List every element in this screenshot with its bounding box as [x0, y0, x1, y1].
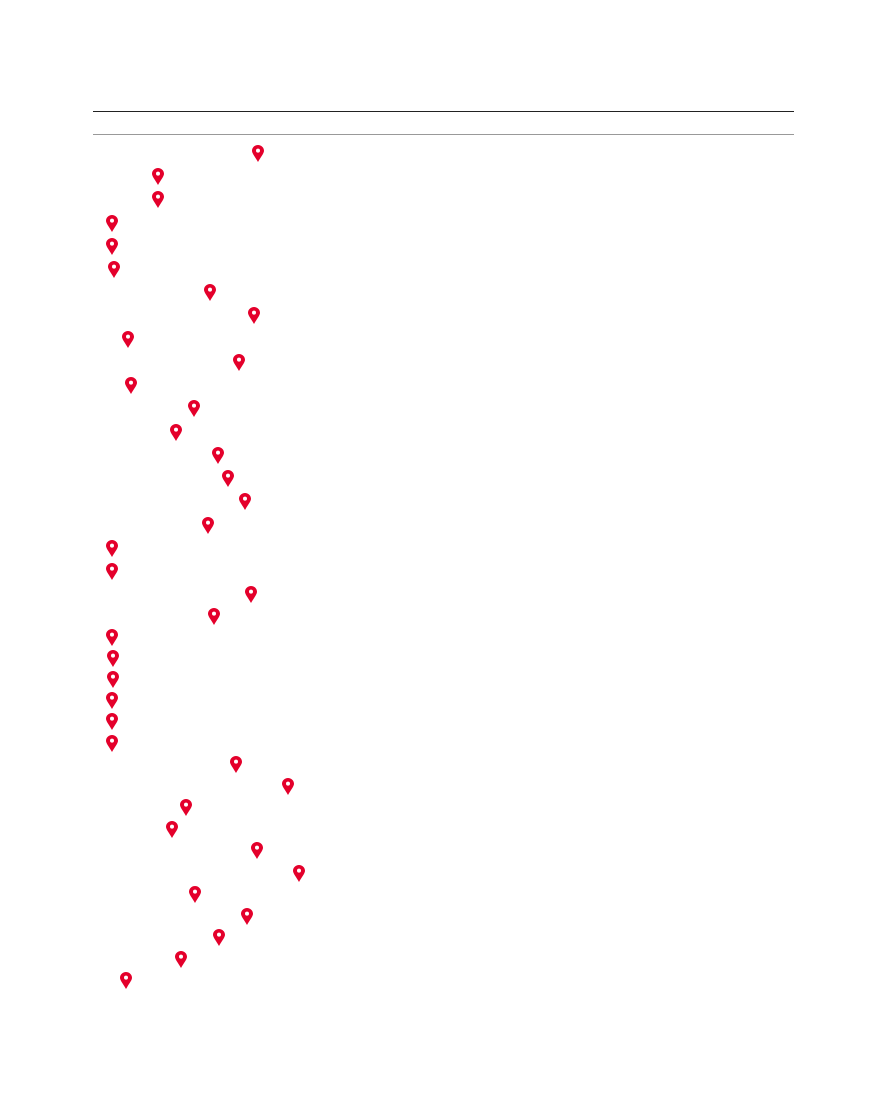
map-pin-icon[interactable]: [152, 191, 164, 208]
map-pin-icon[interactable]: [251, 842, 263, 859]
map-pin-icon[interactable]: [106, 238, 118, 255]
table-top-border: [93, 111, 794, 112]
map-pin-icon[interactable]: [106, 563, 118, 580]
map-pin-icon[interactable]: [248, 307, 260, 324]
map-pin-icon[interactable]: [208, 608, 220, 625]
map-pin-icon[interactable]: [241, 908, 253, 925]
map-pin-icon[interactable]: [122, 331, 134, 348]
map-pin-icon[interactable]: [180, 799, 192, 816]
map-pin-icon[interactable]: [189, 886, 201, 903]
map-pin-icon[interactable]: [204, 284, 216, 301]
map-pin-icon[interactable]: [120, 972, 132, 989]
map-pin-icon[interactable]: [252, 145, 264, 162]
map-pin-icon[interactable]: [106, 735, 118, 752]
map-pin-icon[interactable]: [230, 756, 242, 773]
map-pin-icon[interactable]: [245, 586, 257, 603]
map-pin-icon[interactable]: [166, 821, 178, 838]
map-pin-icon[interactable]: [106, 713, 118, 730]
map-pin-icon[interactable]: [175, 951, 187, 968]
map-pin-icon[interactable]: [106, 629, 118, 646]
map-pin-icon[interactable]: [239, 493, 251, 510]
map-pin-icon[interactable]: [282, 778, 294, 795]
map-pin-icon[interactable]: [212, 447, 224, 464]
table-header-border: [93, 134, 794, 135]
map-pin-icon[interactable]: [170, 424, 182, 441]
map-pin-icon[interactable]: [213, 929, 225, 946]
map-pin-icon[interactable]: [293, 865, 305, 882]
map-pin-icon[interactable]: [152, 168, 164, 185]
map-pin-icon[interactable]: [202, 517, 214, 534]
map-pin-icon[interactable]: [108, 261, 120, 278]
map-pin-icon[interactable]: [125, 377, 137, 394]
map-pin-icon[interactable]: [233, 354, 245, 371]
map-pin-icon[interactable]: [106, 692, 118, 709]
map-pin-icon[interactable]: [188, 400, 200, 417]
map-pin-icon[interactable]: [106, 215, 118, 232]
map-pin-icon[interactable]: [107, 671, 119, 688]
map-pin-icon[interactable]: [107, 650, 119, 667]
map-pin-icon[interactable]: [106, 540, 118, 557]
map-pin-icon[interactable]: [222, 470, 234, 487]
